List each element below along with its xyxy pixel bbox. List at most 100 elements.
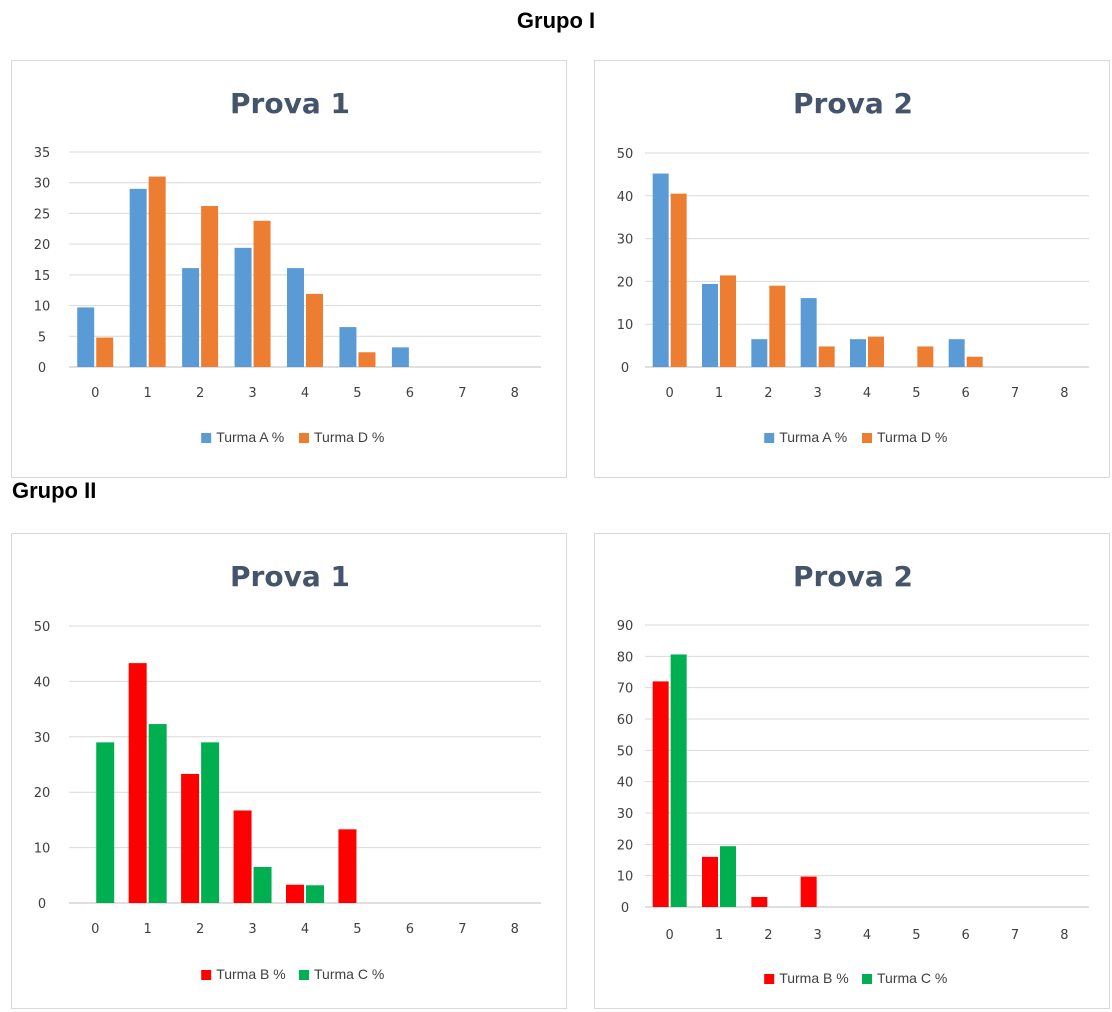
x-tick-label: 6 (406, 386, 414, 401)
x-tick-label: 5 (353, 922, 361, 937)
chart-svg: Prova 1 0 10 20 30 40 50 0 1 2 3 4 5 6 7 8 Turma B % Turm… (34, 560, 541, 982)
bar (652, 173, 669, 367)
y-tick-label: 5 (38, 330, 46, 345)
bar (818, 346, 835, 367)
y-tick-label: 0 (621, 361, 629, 376)
bar (702, 283, 718, 367)
x-tick-label: 2 (764, 386, 772, 401)
bar (720, 846, 736, 907)
chart-svg: Prova 2 0 10 20 30 40 50 0 1 2 3 4 5 6 7 8 Turma A % Turm… (617, 87, 1089, 445)
y-tick-label: 20 (34, 786, 51, 801)
y-tick-label: 10 (34, 842, 51, 857)
x-tick-label: 0 (666, 386, 674, 401)
y-tick-label: 15 (34, 269, 51, 284)
bar (253, 866, 272, 903)
x-tick-label: 0 (666, 928, 674, 943)
x-tick-label: 3 (248, 922, 256, 937)
legend-label: Turma A % (779, 429, 847, 445)
legend-swatch (299, 433, 309, 443)
y-tick-label: 40 (617, 190, 634, 205)
bar (917, 346, 934, 367)
y-tick-label: 35 (34, 146, 51, 161)
group-i-title: Grupo I (516, 8, 596, 33)
legend-swatch (862, 433, 872, 443)
x-tick-label: 5 (353, 386, 361, 401)
bar (286, 884, 304, 903)
x-tick-label: 2 (196, 922, 204, 937)
y-tick-label: 30 (34, 177, 51, 192)
y-tick-label: 30 (617, 807, 634, 822)
chart-panel-grupo-ii-prova-2: Prova 2 0 10 20 30 40 50 60 70 80 90 0 1 2 3 4 5 6 7 8 Turma… (594, 533, 1110, 1009)
x-tick-label: 2 (196, 386, 204, 401)
y-tick-label: 90 (617, 619, 634, 634)
x-tick-label: 3 (814, 928, 822, 943)
bar (652, 681, 669, 907)
legend-label: Turma C % (877, 970, 947, 986)
x-tick-label: 8 (511, 386, 519, 401)
legend-label: Turma B % (779, 970, 849, 986)
y-tick-label: 40 (34, 675, 51, 690)
bar (77, 307, 95, 367)
x-tick-label: 8 (511, 922, 519, 937)
bar (670, 193, 687, 367)
group-ii-title: Grupo II (12, 478, 97, 503)
x-tick-label: 0 (91, 922, 99, 937)
x-tick-label: 2 (764, 928, 772, 943)
bar (966, 356, 983, 367)
chart-svg: Prova 1 0 5 10 15 20 25 30 35 0 1 2 3 4 5 6 7 8 Turma A % T… (34, 87, 541, 445)
legend-swatch (862, 974, 872, 984)
bar (287, 268, 304, 367)
x-tick-label: 5 (912, 386, 920, 401)
x-tick-label: 3 (248, 386, 256, 401)
x-tick-label: 4 (863, 928, 871, 943)
bar (948, 339, 965, 367)
y-tick-label: 50 (34, 620, 51, 635)
bar (769, 285, 786, 367)
legend-swatch (299, 970, 309, 980)
bar (720, 275, 736, 367)
legend-swatch (201, 970, 212, 980)
y-tick-label: 50 (617, 744, 634, 759)
x-tick-label: 5 (912, 928, 920, 943)
x-tick-label: 4 (301, 922, 309, 937)
chart-panel-grupo-ii-prova-1: Prova 1 0 10 20 30 40 50 0 1 2 3 4 5 6 7 8 Turma B % Turm… (11, 533, 567, 1009)
y-tick-label: 30 (617, 233, 634, 248)
y-tick-label: 80 (617, 650, 634, 665)
chart-title: Prova 2 (793, 560, 913, 593)
bar (182, 268, 200, 367)
x-tick-label: 7 (458, 922, 466, 937)
bar (181, 773, 200, 903)
x-tick-label: 4 (863, 386, 871, 401)
y-tick-label: 20 (617, 275, 634, 290)
bar (868, 336, 884, 367)
chart-title: Prova 2 (793, 87, 913, 120)
x-tick-label: 1 (144, 386, 152, 401)
chart-panel-grupo-i-prova-1: Prova 1 0 5 10 15 20 25 30 35 0 1 2 3 4 5 6 7 8 Turma A % T… (11, 60, 567, 478)
x-tick-label: 1 (144, 922, 152, 937)
y-tick-label: 10 (34, 300, 51, 315)
legend-label: Turma D % (877, 429, 947, 445)
bar (670, 654, 687, 907)
legend-label: Turma B % (216, 966, 286, 982)
x-tick-label: 6 (962, 928, 970, 943)
y-tick-label: 40 (617, 776, 634, 791)
bar (850, 339, 866, 367)
y-tick-label: 60 (617, 713, 634, 728)
chart-svg: Prova 2 0 10 20 30 40 50 60 70 80 90 0 1 2 3 4 5 6 7 8 Turma… (617, 560, 1089, 986)
y-tick-label: 10 (617, 870, 634, 885)
x-tick-label: 7 (458, 386, 466, 401)
x-tick-label: 7 (1011, 386, 1019, 401)
bar (96, 337, 114, 367)
y-tick-label: 10 (617, 318, 634, 333)
y-tick-label: 0 (38, 361, 46, 376)
x-tick-label: 6 (406, 922, 414, 937)
bar (96, 742, 115, 903)
bar (800, 298, 817, 367)
bar (148, 724, 167, 903)
bar (306, 293, 323, 367)
x-tick-label: 7 (1011, 928, 1019, 943)
bar (339, 327, 357, 367)
legend-swatch (201, 433, 212, 443)
bar (306, 885, 324, 903)
legend-swatch (764, 974, 775, 984)
